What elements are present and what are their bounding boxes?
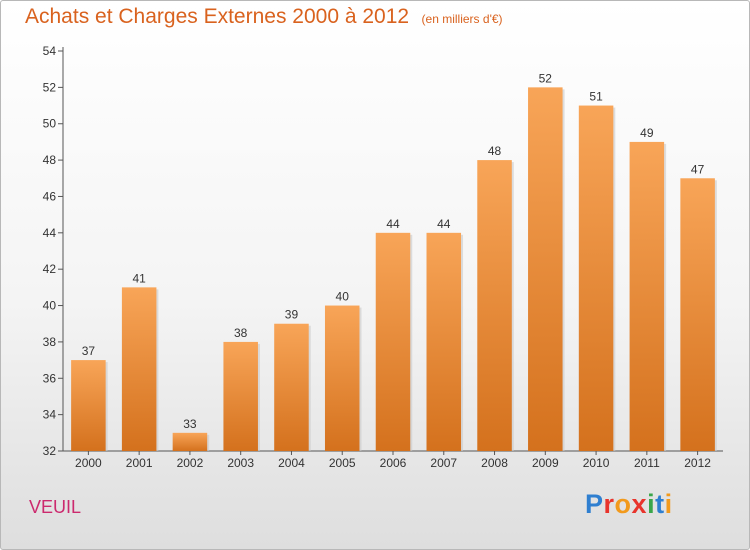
x-tick-label-2002: 2002 xyxy=(177,456,204,470)
logo-letter: r xyxy=(603,489,615,519)
x-tick-label-2007: 2007 xyxy=(430,456,457,470)
bar-2006 xyxy=(375,232,411,451)
proxiti-logo[interactable]: Proxiti xyxy=(585,489,673,520)
value-label-2003: 38 xyxy=(234,326,248,340)
logo-letter: i xyxy=(664,489,673,519)
x-tick-label-2004: 2004 xyxy=(278,456,305,470)
chart-title-row: Achats et Charges Externes 2000 à 2012 (… xyxy=(25,5,503,29)
bar-2008 xyxy=(477,160,512,451)
y-tick-label-44: 44 xyxy=(43,226,57,240)
value-label-2006: 44 xyxy=(386,217,400,231)
bar-2001 xyxy=(121,287,157,451)
logo-letter: t xyxy=(655,489,665,519)
value-label-2000: 37 xyxy=(82,344,96,358)
value-label-2005: 40 xyxy=(336,290,350,304)
value-label-2002: 33 xyxy=(183,417,197,431)
y-tick-label-34: 34 xyxy=(43,408,57,422)
bar-2000 xyxy=(71,360,106,451)
logo-letter: P xyxy=(585,489,604,519)
value-label-2009: 52 xyxy=(539,71,553,85)
y-tick-label-54: 54 xyxy=(43,44,57,58)
x-tick-label-2010: 2010 xyxy=(583,456,610,470)
data-labels: 37 41 33 38 39 40 44 44 48 52 51 49 47 xyxy=(82,71,705,430)
bar-2004 xyxy=(274,323,309,451)
value-label-2008: 48 xyxy=(488,144,502,158)
value-label-2001: 41 xyxy=(132,271,146,285)
logo-letter: i xyxy=(647,489,656,519)
bar-2002 xyxy=(172,432,208,451)
logo-letter: o xyxy=(614,489,632,519)
y-tick-label-42: 42 xyxy=(43,262,57,276)
x-tick-label-2000: 2000 xyxy=(75,456,102,470)
y-tick-label-32: 32 xyxy=(43,444,57,458)
bar-2012 xyxy=(680,178,715,452)
y-tick-label-40: 40 xyxy=(43,299,57,313)
x-tick-label-2009: 2009 xyxy=(532,456,559,470)
bar-2005 xyxy=(324,305,360,451)
x-tick-label-2003: 2003 xyxy=(227,456,254,470)
x-tick-label-2011: 2011 xyxy=(634,456,660,470)
value-label-2010: 51 xyxy=(589,90,603,104)
x-tick-label-2008: 2008 xyxy=(481,456,508,470)
x-tick-label-2001: 2001 xyxy=(126,456,153,470)
y-tick-label-46: 46 xyxy=(43,189,57,203)
value-label-2007: 44 xyxy=(437,217,451,231)
bar-2011 xyxy=(629,141,665,451)
y-tick-label-52: 52 xyxy=(43,80,57,94)
y-tick-label-50: 50 xyxy=(43,117,57,131)
y-tick-label-38: 38 xyxy=(43,335,57,349)
logo-letter: x xyxy=(631,489,648,519)
y-tick-label-48: 48 xyxy=(43,153,57,167)
x-tick-label-2012: 2012 xyxy=(684,456,711,470)
bars xyxy=(71,87,717,452)
value-label-2004: 39 xyxy=(285,308,299,322)
bar-2009 xyxy=(528,87,563,451)
value-label-2011: 49 xyxy=(640,126,654,140)
x-tick-label-2005: 2005 xyxy=(329,456,356,470)
chart-title: Achats et Charges Externes 2000 à 2012 xyxy=(25,5,410,28)
commune-name: VEUIL xyxy=(29,497,82,517)
bar-2003 xyxy=(223,341,258,451)
bar-2007 xyxy=(426,232,462,451)
x-tick-label-2006: 2006 xyxy=(380,456,407,470)
value-label-2012: 47 xyxy=(691,162,705,176)
y-tick-label-36: 36 xyxy=(43,371,57,385)
bar-2010 xyxy=(578,105,614,451)
chart-subtitle: (en milliers d'€) xyxy=(421,12,503,26)
